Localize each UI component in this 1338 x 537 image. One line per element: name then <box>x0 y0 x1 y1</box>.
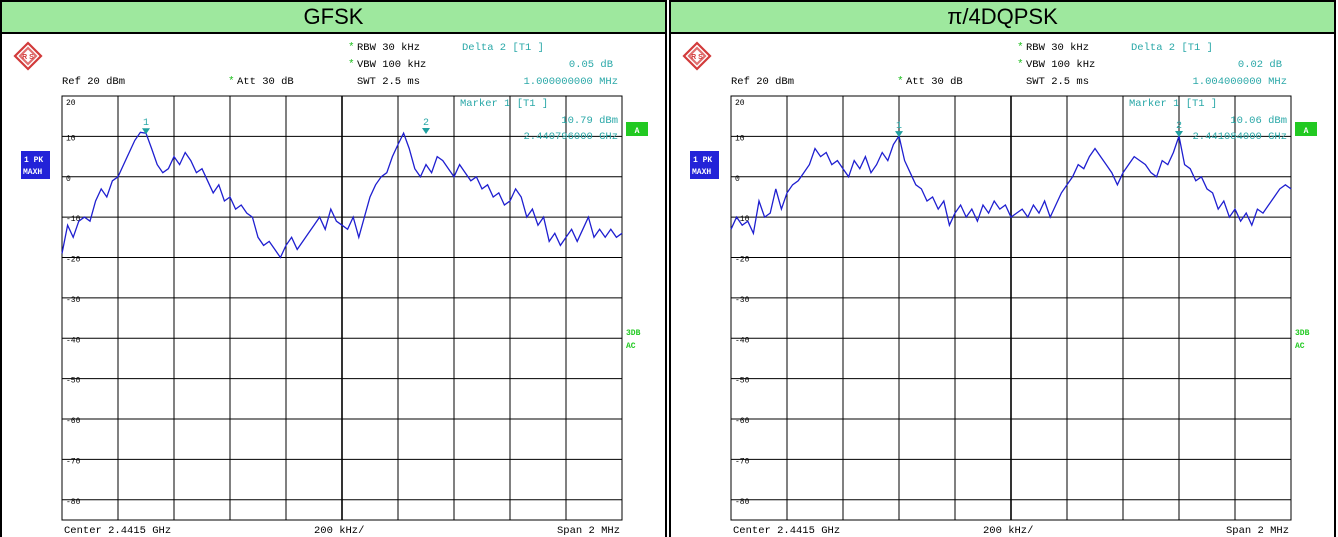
frequency-span: Span 2 MHz <box>557 525 620 537</box>
attenuation: Att 30 dB <box>906 76 963 88</box>
y-tick-label: -40 <box>66 336 81 345</box>
y-tick-label: 10 <box>735 134 745 143</box>
side-label-ac: AC <box>626 342 636 351</box>
star-mark: * <box>1017 42 1024 54</box>
trace-badge <box>690 151 719 179</box>
marker-label: 2 <box>423 118 429 129</box>
y-tick-label: -70 <box>735 457 750 466</box>
y-tick-label: -10 <box>735 215 750 224</box>
trace-mode-label: MAXH <box>23 168 42 177</box>
marker-readout-frequency: 2.441084000 GHz <box>1192 131 1287 143</box>
y-tick-label: -80 <box>66 498 81 507</box>
star-mark: * <box>348 42 355 54</box>
y-tick-label: -60 <box>66 417 81 426</box>
spectrum-trace <box>730 133 1292 236</box>
center-frequency: Center 2.4415 GHz <box>733 525 840 537</box>
marker-triangle <box>895 131 903 138</box>
trace-badge-label: 1 PK <box>693 156 712 165</box>
y-tick-label: -60 <box>735 417 750 426</box>
y-tick-label: -40 <box>735 336 750 345</box>
spectrum-trace <box>61 131 623 259</box>
sweep-time: SWT 2.5 ms <box>357 76 420 88</box>
y-tick-label: -30 <box>66 296 81 305</box>
panel-title: GFSK <box>2 0 665 34</box>
marker-triangle <box>1175 131 1183 138</box>
delta-label: Delta 2 [T1 ] <box>1131 42 1213 54</box>
delta-label: Delta 2 [T1 ] <box>462 42 544 54</box>
a-badge <box>1295 122 1317 136</box>
rs-logo-icon: R S <box>682 41 712 71</box>
y-tick-label: 20 <box>735 99 745 108</box>
svg-text:R S: R S <box>22 54 34 61</box>
center-frequency: Center 2.4415 GHz <box>64 525 171 537</box>
delta-frequency: 1.004000000 MHz <box>1192 76 1287 88</box>
trace-badge-label: 1 PK <box>24 156 43 165</box>
marker-label: 2 <box>1176 121 1182 132</box>
sweep-time: SWT 2.5 ms <box>1026 76 1089 88</box>
side-label-3db: 3DB <box>1295 329 1310 338</box>
y-tick-label: -50 <box>735 377 750 386</box>
frequency-per-division: 200 kHz/ <box>983 525 1033 537</box>
a-badge-label: A <box>1304 127 1309 136</box>
side-label-ac: AC <box>1295 342 1305 351</box>
panel-dqpsk: π/4DQPSK R S * RBW 30 kHz * VBW 100 kHz Ref 2… <box>669 0 1336 537</box>
rbw-label: RBW 30 kHz <box>1026 42 1089 54</box>
marker-label: 1 <box>143 118 149 129</box>
y-tick-label: 0 <box>735 175 740 184</box>
marker-readout-label: Marker 1 [T1 ] <box>460 98 548 110</box>
y-tick-label: -80 <box>735 498 750 507</box>
side-label-3db: 3DB <box>626 329 641 338</box>
a-badge <box>626 122 648 136</box>
ref-level: Ref 20 dBm <box>731 76 794 88</box>
trace-badge <box>21 151 50 179</box>
marker-readout-value: 10.06 dBm <box>1230 115 1287 127</box>
delta-value: 0.02 dB <box>1238 59 1282 71</box>
trace-mode-label: MAXH <box>692 168 711 177</box>
marker-readout-value: 10.79 dBm <box>561 115 618 127</box>
attenuation: Att 30 dB <box>237 76 294 88</box>
frequency-span: Span 2 MHz <box>1226 525 1289 537</box>
rbw-label: RBW 30 kHz <box>357 42 420 54</box>
y-tick-label: -20 <box>66 256 81 265</box>
vbw-label: VBW 100 kHz <box>1026 59 1095 71</box>
marker-triangle <box>422 127 430 134</box>
delta-frequency: 1.000000000 MHz <box>523 76 618 88</box>
marker-readout-label: Marker 1 [T1 ] <box>1129 98 1217 110</box>
delta-value: 0.05 dB <box>569 59 613 71</box>
y-tick-label: -30 <box>735 296 750 305</box>
y-tick-label: -20 <box>735 256 750 265</box>
svg-text:R S: R S <box>691 54 703 61</box>
y-tick-label: 20 <box>66 99 76 108</box>
star-mark: * <box>1017 59 1024 71</box>
star-mark: * <box>897 76 904 88</box>
a-badge-label: A <box>635 127 640 136</box>
star-mark: * <box>228 76 235 88</box>
panel-title: π/4DQPSK <box>671 0 1334 34</box>
frequency-per-division: 200 kHz/ <box>314 525 364 537</box>
marker-label: 1 <box>896 121 902 132</box>
vbw-label: VBW 100 kHz <box>357 59 426 71</box>
rs-logo-icon: R S <box>13 41 43 71</box>
y-tick-label: -50 <box>66 377 81 386</box>
y-tick-label: -10 <box>66 215 81 224</box>
ref-level: Ref 20 dBm <box>62 76 125 88</box>
panel-gfsk: GFSK R S * RBW 30 kHz * VBW 100 kHz Ref 20 dB… <box>0 0 667 537</box>
y-tick-label: -70 <box>66 457 81 466</box>
y-tick-label: 0 <box>66 175 71 184</box>
marker-readout-frequency: 2.440796000 GHz <box>523 131 618 143</box>
y-tick-label: 10 <box>66 134 76 143</box>
marker-triangle <box>142 128 150 135</box>
star-mark: * <box>348 59 355 71</box>
